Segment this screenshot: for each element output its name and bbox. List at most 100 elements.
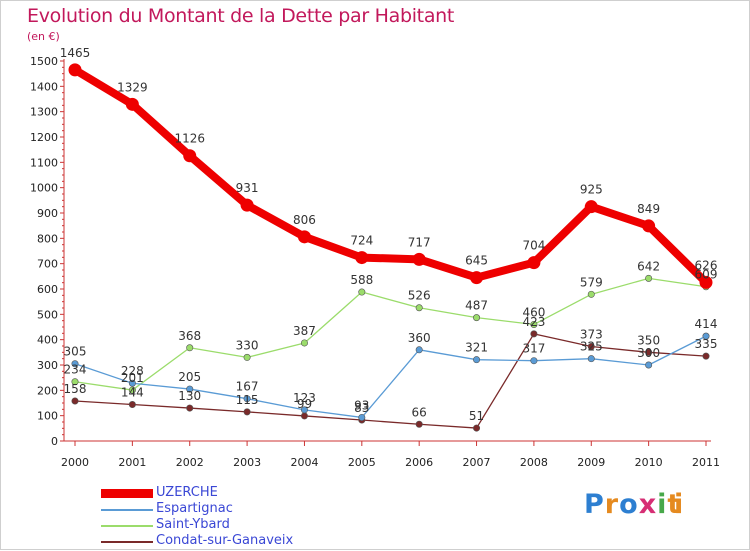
data-label-espartignac-2001: 228	[121, 364, 144, 378]
data-label-espartignac-2004: 123	[293, 391, 316, 405]
x-tick-label-2005: 2005	[348, 456, 376, 469]
data-label-saint-ybard-2001: 201	[121, 371, 144, 385]
data-label-uzerche-2002: 1126	[174, 132, 205, 146]
data-label-saint-ybard-2002: 368	[178, 329, 201, 343]
legend-label-espartignac: Espartignac	[156, 501, 233, 516]
data-label-condat-sur-ganaveix-2000: 158	[64, 382, 87, 396]
data-point-saint-ybard-2004	[300, 339, 308, 347]
y-tick-label-500: 500	[37, 308, 58, 321]
y-tick-label-1300: 1300	[30, 106, 58, 119]
legend-item-saint-ybard: Saint-Ybard	[101, 517, 361, 535]
data-label-saint-ybard-2005: 588	[350, 273, 373, 287]
series-line-condat-sur-ganaveix	[74, 333, 707, 429]
data-label-uzerche-2003: 931	[236, 181, 259, 195]
chart-title: Evolution du Montant de la Dette par Hab…	[27, 5, 455, 27]
data-label-espartignac-2010: 300	[637, 346, 660, 360]
data-point-saint-ybard-2002	[186, 344, 194, 352]
data-point-uzerche-2006	[412, 252, 426, 266]
legend-swatch-condat-sur-ganaveix	[101, 541, 153, 543]
data-label-saint-ybard-2009: 579	[580, 275, 603, 289]
data-label-saint-ybard-2010: 642	[637, 259, 660, 273]
data-label-uzerche-2008: 704	[522, 239, 545, 253]
data-point-espartignac-2000	[71, 360, 79, 368]
y-tick-label-400: 400	[37, 334, 58, 347]
x-tick-label-2008: 2008	[520, 456, 548, 469]
data-point-uzerche-2009	[584, 200, 598, 214]
proxiti-logo-tail: i	[674, 489, 684, 520]
data-label-condat-sur-ganaveix-2008: 423	[522, 315, 545, 329]
legend-swatch-espartignac	[101, 509, 153, 511]
data-point-espartignac-2002	[186, 385, 194, 393]
data-label-condat-sur-ganaveix-2009: 373	[580, 328, 603, 342]
data-point-saint-ybard-2007	[473, 314, 481, 322]
data-label-espartignac-2002: 205	[178, 370, 201, 384]
data-point-espartignac-2007	[473, 356, 481, 364]
legend-item-condat-sur-ganaveix: Condat-sur-Ganaveix	[101, 533, 361, 551]
data-label-espartignac-2005: 93	[354, 398, 369, 412]
y-tick-label-300: 300	[37, 359, 58, 372]
data-point-saint-ybard-2005	[358, 288, 366, 296]
y-tick-label-900: 900	[37, 207, 58, 220]
data-label-saint-ybard-2007: 487	[465, 299, 488, 313]
data-point-saint-ybard-2008	[530, 320, 538, 328]
y-tick-label-700: 700	[37, 258, 58, 271]
y-tick-label-800: 800	[37, 232, 58, 245]
data-point-condat-sur-ganaveix-2001	[128, 401, 136, 409]
data-point-condat-sur-ganaveix-2006	[415, 420, 423, 428]
legend-swatch-uzerche	[101, 489, 153, 498]
data-point-saint-ybard-2001	[128, 386, 136, 394]
data-point-saint-ybard-2009	[587, 290, 595, 298]
data-label-condat-sur-ganaveix-2010: 350	[637, 333, 660, 347]
data-label-condat-sur-ganaveix-2004: 99	[297, 397, 312, 411]
data-point-espartignac-2004	[300, 406, 308, 414]
data-label-saint-ybard-2008: 460	[522, 305, 545, 319]
data-point-uzerche-2007	[470, 271, 484, 285]
data-label-uzerche-2011: 626	[695, 258, 718, 272]
data-label-uzerche-2000: 1465	[60, 46, 91, 60]
data-point-condat-sur-ganaveix-2008	[530, 330, 538, 338]
data-point-uzerche-2002	[183, 149, 197, 163]
data-label-uzerche-2009: 925	[580, 183, 603, 197]
data-label-saint-ybard-2003: 330	[236, 338, 259, 352]
data-label-condat-sur-ganaveix-2011: 335	[695, 337, 718, 351]
data-label-saint-ybard-2011: 609	[695, 268, 718, 282]
data-label-condat-sur-ganaveix-2002: 130	[178, 389, 201, 403]
data-label-espartignac-2000: 305	[64, 345, 87, 359]
data-point-uzerche-2005	[355, 251, 369, 265]
x-tick-label-2010: 2010	[635, 456, 663, 469]
data-point-uzerche-2004	[297, 230, 311, 244]
data-point-uzerche-2003	[240, 198, 254, 212]
data-point-condat-sur-ganaveix-2007	[473, 424, 481, 432]
data-label-saint-ybard-2000: 234	[64, 363, 87, 377]
x-tick-label-2009: 2009	[577, 456, 605, 469]
y-tick-label-200: 200	[37, 384, 58, 397]
data-label-condat-sur-ganaveix-2007: 51	[469, 409, 484, 423]
data-label-saint-ybard-2006: 526	[408, 289, 431, 303]
data-point-espartignac-2005	[358, 413, 366, 421]
data-label-uzerche-2006: 717	[408, 235, 431, 249]
data-point-condat-sur-ganaveix-2003	[243, 408, 251, 416]
legend-label-condat-sur-ganaveix: Condat-sur-Ganaveix	[156, 533, 294, 548]
chart-unit-label: (en €)	[27, 30, 60, 43]
data-label-espartignac-2009: 325	[580, 340, 603, 354]
x-tick-label-2004: 2004	[290, 456, 318, 469]
data-label-espartignac-2003: 167	[236, 380, 259, 394]
data-point-condat-sur-ganaveix-2011	[702, 352, 710, 360]
y-tick-label-1400: 1400	[30, 80, 58, 93]
data-point-espartignac-2008	[530, 357, 538, 365]
data-point-espartignac-2011	[702, 332, 710, 340]
x-tick-label-2002: 2002	[176, 456, 204, 469]
data-point-uzerche-2008	[527, 256, 541, 270]
data-label-saint-ybard-2004: 387	[293, 324, 316, 338]
legend: UZERCHE Espartignac Saint-Ybard Condat-s…	[101, 485, 361, 551]
data-point-saint-ybard-2003	[243, 353, 251, 361]
x-tick-label-2007: 2007	[463, 456, 491, 469]
data-point-condat-sur-ganaveix-2009	[587, 343, 595, 351]
data-point-uzerche-2001	[125, 97, 139, 111]
data-label-uzerche-2005: 724	[350, 234, 373, 248]
data-label-condat-sur-ganaveix-2005: 83	[354, 401, 369, 415]
data-label-espartignac-2006: 360	[408, 331, 431, 345]
data-point-espartignac-2010	[645, 361, 653, 369]
